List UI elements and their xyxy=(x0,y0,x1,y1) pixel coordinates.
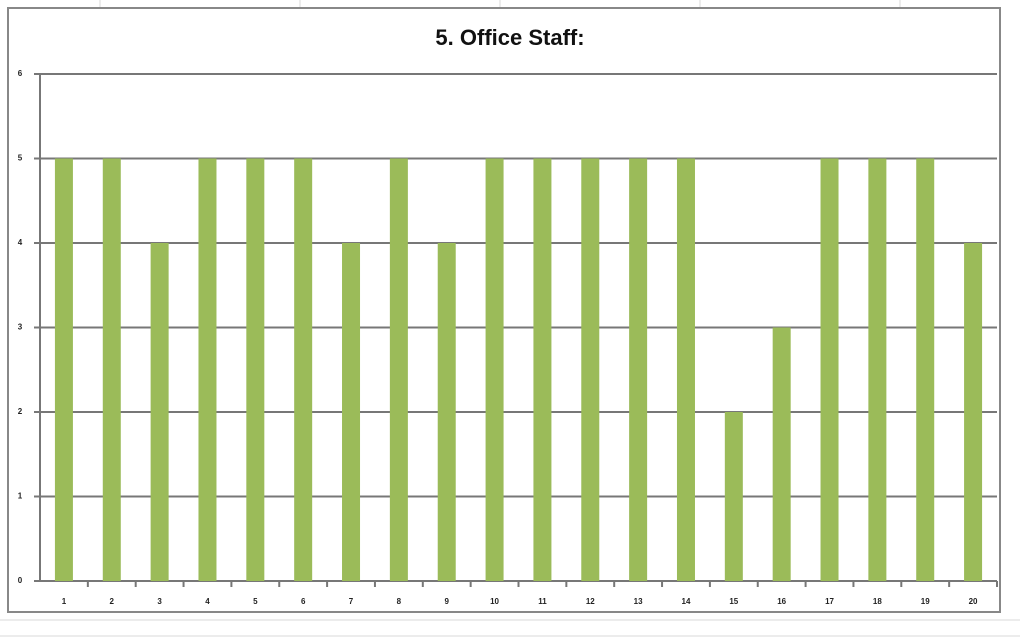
x-tick-label: 4 xyxy=(205,597,210,606)
bar xyxy=(342,243,361,581)
x-tick-label: 17 xyxy=(825,597,834,606)
bar xyxy=(820,158,839,581)
bar xyxy=(964,243,983,581)
x-tick-label: 12 xyxy=(586,597,595,606)
y-tick-label: 1 xyxy=(18,492,23,501)
bar xyxy=(54,158,73,581)
x-tick-label: 1 xyxy=(62,597,67,606)
x-tick-label: 19 xyxy=(921,597,930,606)
x-tick-label: 20 xyxy=(969,597,978,606)
y-tick-label: 3 xyxy=(18,323,23,332)
bar xyxy=(629,158,648,581)
x-tick-label: 5 xyxy=(253,597,258,606)
bar xyxy=(246,158,265,581)
y-tick-label: 2 xyxy=(18,407,23,416)
x-tick-label: 13 xyxy=(634,597,643,606)
bar xyxy=(437,243,456,581)
x-tick-label: 9 xyxy=(444,597,449,606)
x-tick-label: 11 xyxy=(538,597,547,606)
x-tick-label: 10 xyxy=(490,597,499,606)
bar xyxy=(724,412,743,581)
x-tick-label: 15 xyxy=(729,597,738,606)
y-tick-label: 0 xyxy=(18,576,23,585)
bar xyxy=(916,158,935,581)
bar xyxy=(676,158,695,581)
bar xyxy=(102,158,121,581)
y-tick-label: 5 xyxy=(18,154,23,163)
bar xyxy=(581,158,600,581)
y-tick-label: 6 xyxy=(18,69,23,78)
bar xyxy=(389,158,408,581)
bar xyxy=(294,158,313,581)
y-tick-label: 4 xyxy=(18,238,23,247)
x-tick-label: 6 xyxy=(301,597,306,606)
bar xyxy=(485,158,504,581)
x-tick-label: 3 xyxy=(157,597,162,606)
bar xyxy=(150,243,169,581)
x-tick-label: 18 xyxy=(873,597,882,606)
x-tick-label: 16 xyxy=(777,597,786,606)
bar xyxy=(533,158,552,581)
x-tick-label: 7 xyxy=(349,597,354,606)
bar xyxy=(772,327,791,581)
chart-title: 5. Office Staff: xyxy=(435,25,584,50)
x-tick-label: 8 xyxy=(397,597,402,606)
x-tick-label: 14 xyxy=(682,597,691,606)
bar xyxy=(868,158,887,581)
bar xyxy=(198,158,217,581)
x-tick-label: 2 xyxy=(110,597,115,606)
